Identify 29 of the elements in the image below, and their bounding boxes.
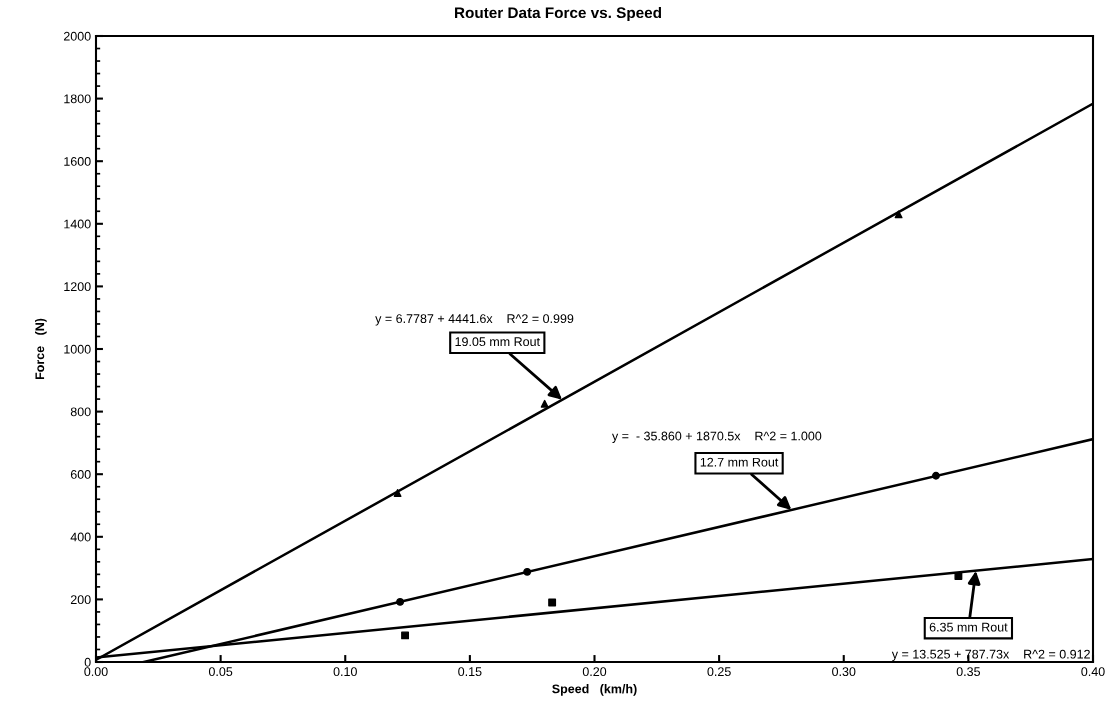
- y-tick-label: 1200: [64, 282, 91, 292]
- y-tick-label: 200: [70, 595, 91, 605]
- x-tick-label: 0.25: [707, 667, 731, 677]
- x-axis-title: Speed (km/h): [552, 684, 637, 696]
- y-tick-label: 1000: [64, 344, 91, 354]
- annotation: y = 13.525 + 787.73x R^2 = 0.912: [891, 649, 1090, 662]
- y-tick-label: 0: [84, 657, 91, 667]
- y-tick-label: 400: [70, 532, 91, 542]
- y-tick-label: 800: [70, 407, 91, 417]
- y-tick-label: 1600: [64, 157, 91, 166]
- annotation: 12.7 mm Rout: [700, 457, 779, 467]
- y-tick-label: 600: [70, 470, 91, 479]
- y-tick-label: 2000: [63, 31, 91, 41]
- annotation: y = - 35.860 + 1870.5x R^2 = 1.000: [611, 431, 822, 443]
- y-tick-label: 1800: [64, 94, 91, 104]
- x-tick-label: 0.30: [832, 667, 856, 677]
- x-tick-label: 0.15: [458, 667, 482, 677]
- y-axis-title: Force (N): [35, 318, 47, 380]
- x-tick-label: 0.35: [956, 667, 981, 677]
- annotation: 6.35 mm Rout: [929, 622, 1008, 632]
- y-tick-label: 1400: [64, 219, 91, 229]
- x-tick-label: 0.20: [582, 667, 607, 677]
- chart-title: Router Data Force vs. Speed: [455, 6, 662, 22]
- x-tick-label: 0.05: [208, 667, 233, 677]
- x-tick-label: 0.10: [333, 667, 357, 677]
- annotation: 19.05 mm Rout: [455, 337, 540, 347]
- annotation: y = 6.7787 + 4441.6x R^2 = 0.999: [375, 314, 574, 326]
- x-tick-label: 0.00: [84, 667, 108, 677]
- x-tick-label: 0.40: [1081, 667, 1105, 677]
